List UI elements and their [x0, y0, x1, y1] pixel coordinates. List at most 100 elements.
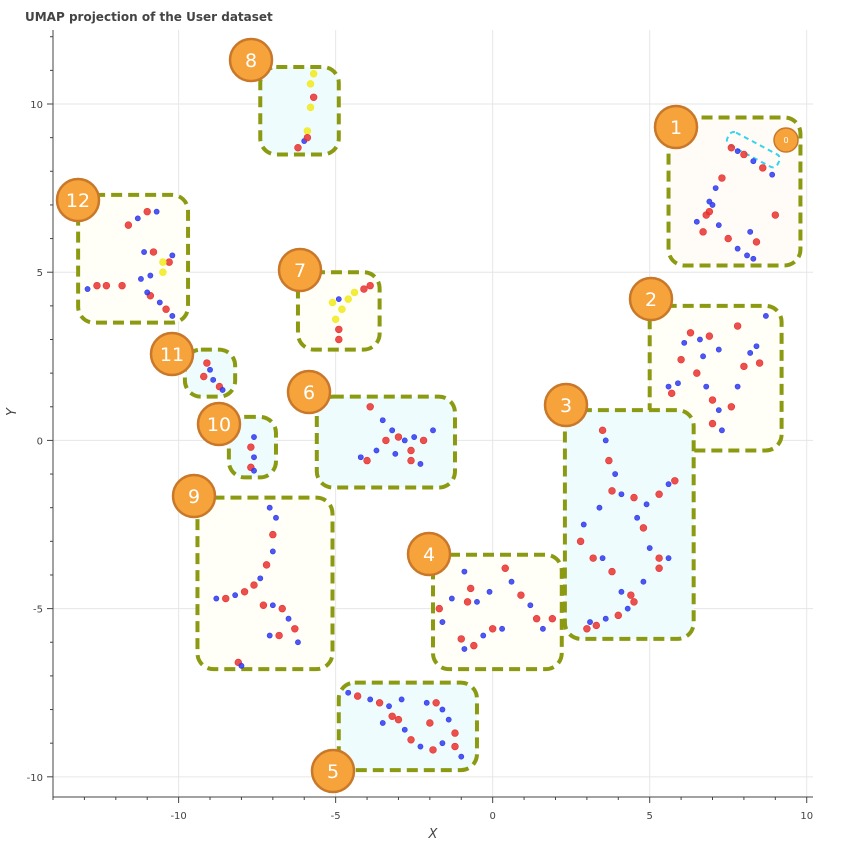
- data-point: [630, 493, 638, 502]
- data-point: [463, 598, 472, 606]
- data-point: [262, 561, 271, 569]
- data-point: [744, 252, 750, 259]
- data-point: [366, 281, 374, 290]
- x-tick-label: -10: [170, 811, 186, 822]
- data-point: [486, 588, 493, 595]
- data-point: [693, 218, 700, 225]
- data-point: [750, 255, 757, 262]
- y-axis-label: Y: [5, 407, 20, 416]
- data-point: [147, 272, 154, 279]
- data-point: [675, 380, 681, 387]
- data-point: [527, 602, 534, 609]
- data-point: [169, 313, 176, 319]
- data-point: [295, 639, 301, 646]
- data-point: [750, 158, 757, 165]
- data-point: [740, 150, 748, 159]
- data-point: [540, 625, 546, 632]
- x-tick-label: 5: [647, 811, 653, 822]
- data-point: [432, 699, 440, 707]
- data-point: [769, 171, 776, 178]
- data-point: [747, 228, 754, 235]
- data-point: [517, 591, 525, 599]
- data-point: [366, 403, 374, 411]
- data-point: [596, 504, 603, 511]
- data-point: [719, 427, 725, 434]
- data-point: [350, 288, 359, 297]
- data-point: [426, 719, 434, 727]
- data-point: [700, 353, 706, 360]
- data-point: [379, 720, 386, 726]
- cluster-box-9: [195, 495, 335, 672]
- data-point: [655, 490, 663, 498]
- data-point: [353, 692, 362, 700]
- cluster-badge-10: [196, 401, 242, 447]
- data-point: [273, 514, 279, 521]
- data-point: [309, 93, 318, 101]
- data-point: [156, 299, 163, 306]
- cluster-badge-label: 8: [245, 50, 257, 72]
- cluster-badge-8: [228, 37, 274, 83]
- data-point: [759, 164, 767, 172]
- inset-badge: [773, 127, 799, 153]
- cluster-badge-2: [628, 276, 674, 322]
- data-point: [344, 295, 352, 303]
- data-point: [627, 591, 635, 599]
- data-point: [423, 699, 430, 706]
- data-point: [665, 481, 672, 488]
- data-point: [681, 339, 688, 346]
- data-point: [291, 625, 299, 633]
- data-point: [294, 144, 302, 152]
- data-point: [474, 598, 480, 605]
- data-point: [752, 238, 761, 246]
- data-point: [331, 315, 340, 324]
- data-point: [240, 588, 249, 596]
- data-point: [247, 443, 255, 451]
- x-tick-label: -5: [331, 811, 341, 822]
- y-tick-label: -10: [27, 773, 43, 784]
- data-point: [360, 285, 368, 293]
- data-point: [439, 706, 446, 713]
- cluster-badge-label: 5: [327, 761, 339, 783]
- cluster-box-4: [431, 552, 564, 672]
- data-point: [388, 712, 396, 720]
- data-point: [718, 174, 726, 182]
- data-point: [640, 578, 647, 585]
- data-point: [149, 248, 158, 256]
- data-point: [124, 221, 133, 229]
- data-point: [266, 632, 273, 639]
- data-point: [335, 296, 342, 303]
- cluster-badge-7: [277, 247, 323, 293]
- data-point: [363, 456, 371, 465]
- cluster-badge-label: 4: [423, 544, 435, 566]
- cluster-badge-label: 10: [207, 414, 231, 436]
- cluster-box-3: [562, 408, 696, 641]
- cluster-badge-label: 6: [303, 382, 315, 404]
- data-point: [753, 343, 760, 350]
- data-point: [655, 554, 663, 562]
- data-point: [435, 604, 443, 613]
- data-point: [686, 329, 695, 337]
- data-point: [733, 322, 742, 330]
- data-point: [708, 419, 717, 428]
- cluster-badge-1: [653, 104, 699, 150]
- x-tick-label: 0: [489, 811, 495, 822]
- data-point: [430, 427, 436, 434]
- data-point: [257, 575, 264, 582]
- data-point: [709, 202, 716, 208]
- data-point: [213, 595, 220, 602]
- data-point: [501, 564, 509, 572]
- data-point: [532, 615, 541, 623]
- data-point: [407, 456, 415, 465]
- data-point: [712, 185, 719, 192]
- data-point: [480, 632, 487, 639]
- data-point: [708, 396, 717, 404]
- y-tick-label: 0: [37, 436, 43, 447]
- cluster-badge-label: 3: [560, 395, 572, 417]
- data-point: [451, 729, 459, 737]
- data-point: [389, 427, 396, 434]
- y-tick-label: 5: [37, 268, 43, 279]
- data-point: [398, 696, 405, 703]
- cluster-box-5: [336, 680, 479, 773]
